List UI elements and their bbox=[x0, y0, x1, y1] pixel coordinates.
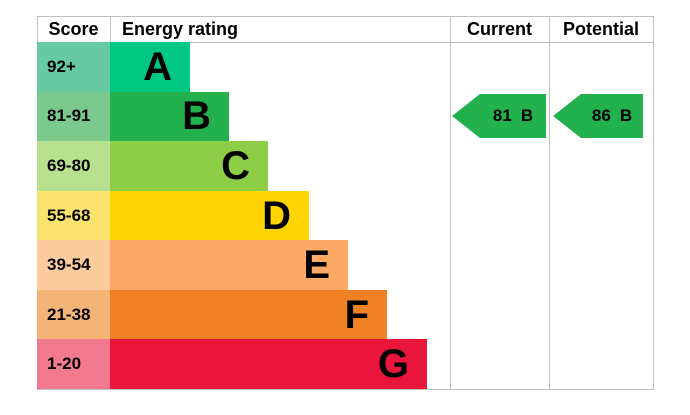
score-range-label: 39-54 bbox=[37, 240, 110, 290]
band-row-b: 81-91 B bbox=[37, 91, 653, 142]
table-right-border bbox=[653, 16, 654, 390]
band-letter: B bbox=[182, 94, 211, 139]
energy-band-g: G bbox=[110, 339, 427, 390]
potential-score-value: 86 bbox=[591, 106, 611, 125]
potential-rating-arrow: 86 B bbox=[553, 94, 643, 138]
table-bottom-border bbox=[37, 389, 654, 390]
potential-column-header: Potential bbox=[562, 19, 639, 39]
score-range-label: 92+ bbox=[37, 42, 110, 92]
energy-band-a: A bbox=[110, 42, 190, 92]
header-bottom-border bbox=[37, 42, 654, 43]
score-range-label: 55-68 bbox=[37, 190, 110, 241]
band-letter: G bbox=[377, 342, 409, 387]
score-column-header: Score bbox=[48, 19, 99, 39]
score-range-label: 69-80 bbox=[37, 141, 110, 191]
band-row-f: 21-38 F bbox=[37, 289, 653, 340]
band-row-a: 92+ A bbox=[37, 42, 653, 92]
table-top-border bbox=[37, 16, 654, 17]
energy-band-b: B bbox=[110, 91, 229, 142]
score-range-label: 21-38 bbox=[37, 289, 110, 340]
band-letter: C bbox=[221, 143, 250, 188]
current-rating-letter: B bbox=[520, 106, 534, 125]
header-left-border bbox=[37, 16, 38, 42]
band-letter: E bbox=[303, 243, 330, 288]
band-letter: D bbox=[262, 193, 291, 238]
band-row-g: 1-20 G bbox=[37, 339, 653, 390]
energy-band-e: E bbox=[110, 240, 348, 290]
current-potential-separator bbox=[549, 16, 550, 390]
score-column-separator bbox=[110, 16, 111, 42]
band-letter: F bbox=[344, 292, 369, 337]
score-range-label: 1-20 bbox=[37, 339, 110, 390]
current-column-header: Current bbox=[466, 19, 532, 39]
current-score-value: 81 bbox=[492, 106, 512, 125]
energy-band-d: D bbox=[110, 190, 309, 241]
energy-band-f: F bbox=[110, 289, 387, 340]
energy-rating-column-header: Energy rating bbox=[122, 19, 239, 39]
band-row-c: 69-80 C bbox=[37, 141, 653, 191]
band-row-d: 55-68 D bbox=[37, 190, 653, 241]
band-row-e: 39-54 E bbox=[37, 240, 653, 290]
score-range-label: 81-91 bbox=[37, 91, 110, 142]
potential-rating-letter: B bbox=[619, 106, 633, 125]
energy-band-rows: 92+ A 81-91 B 69-80 C 55-68 D 39-54 E 21… bbox=[37, 42, 653, 390]
energy-current-separator bbox=[450, 16, 451, 390]
energy-band-c: C bbox=[110, 141, 268, 191]
band-letter: A bbox=[143, 44, 172, 89]
